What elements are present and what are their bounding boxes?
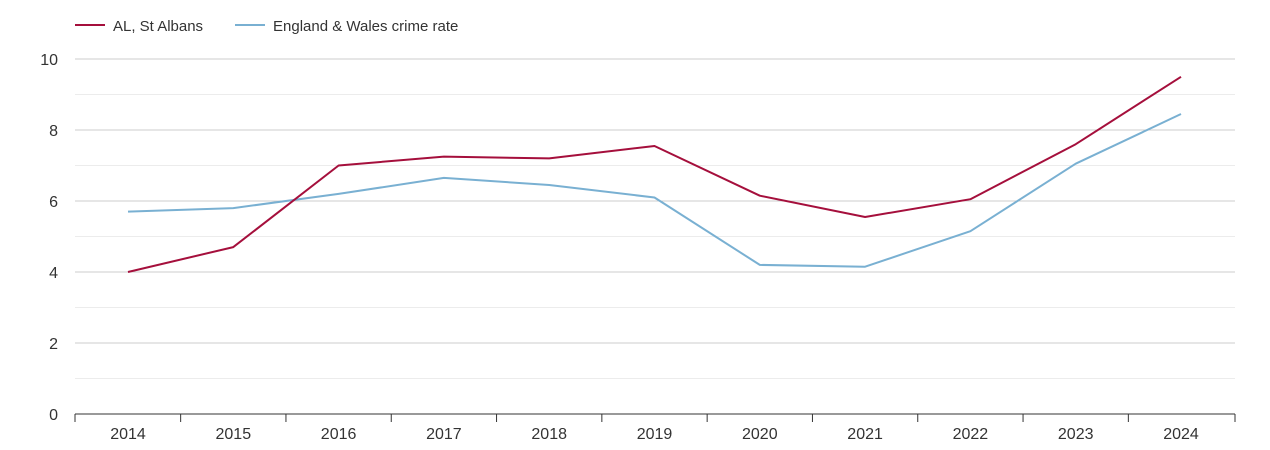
series-line-st-albans[interactable] (127, 75, 1182, 273)
series-lines (127, 75, 1182, 273)
x-tick-label: 2020 (742, 426, 778, 443)
y-tick-label: 10 (40, 52, 58, 69)
grid-lines (75, 58, 1235, 379)
series-line-england-wales[interactable] (127, 113, 1182, 268)
legend-item-england-wales[interactable]: England & Wales crime rate (235, 18, 458, 35)
y-tick-label: 0 (49, 407, 58, 424)
legend-label-england-wales: England & Wales crime rate (273, 18, 458, 35)
x-tick-label: 2024 (1163, 426, 1199, 443)
x-tick-label: 2023 (1058, 426, 1094, 443)
y-tick-label: 6 (49, 194, 58, 211)
y-tick-label: 2 (49, 336, 58, 353)
x-tick-label: 2018 (531, 426, 567, 443)
legend: AL, St Albans England & Wales crime rate (75, 18, 458, 35)
legend-item-st-albans[interactable]: AL, St Albans (75, 18, 203, 35)
x-tick-label: 2016 (321, 426, 357, 443)
x-tick-label: 2021 (847, 426, 883, 443)
legend-label-st-albans: AL, St Albans (113, 18, 203, 35)
x-tick-label: 2014 (110, 426, 146, 443)
x-tick-label: 2019 (637, 426, 673, 443)
y-axis: 0 2 4 6 8 10 (40, 52, 58, 424)
x-tick-label: 2017 (426, 426, 462, 443)
y-tick-label: 8 (49, 123, 58, 140)
x-tick-label: 2022 (953, 426, 989, 443)
x-axis: 2014 2015 2016 2017 2018 2019 2020 2021 2022 2023… (74, 413, 1236, 443)
y-tick-label: 4 (49, 265, 58, 282)
x-tick-label: 2015 (216, 426, 252, 443)
